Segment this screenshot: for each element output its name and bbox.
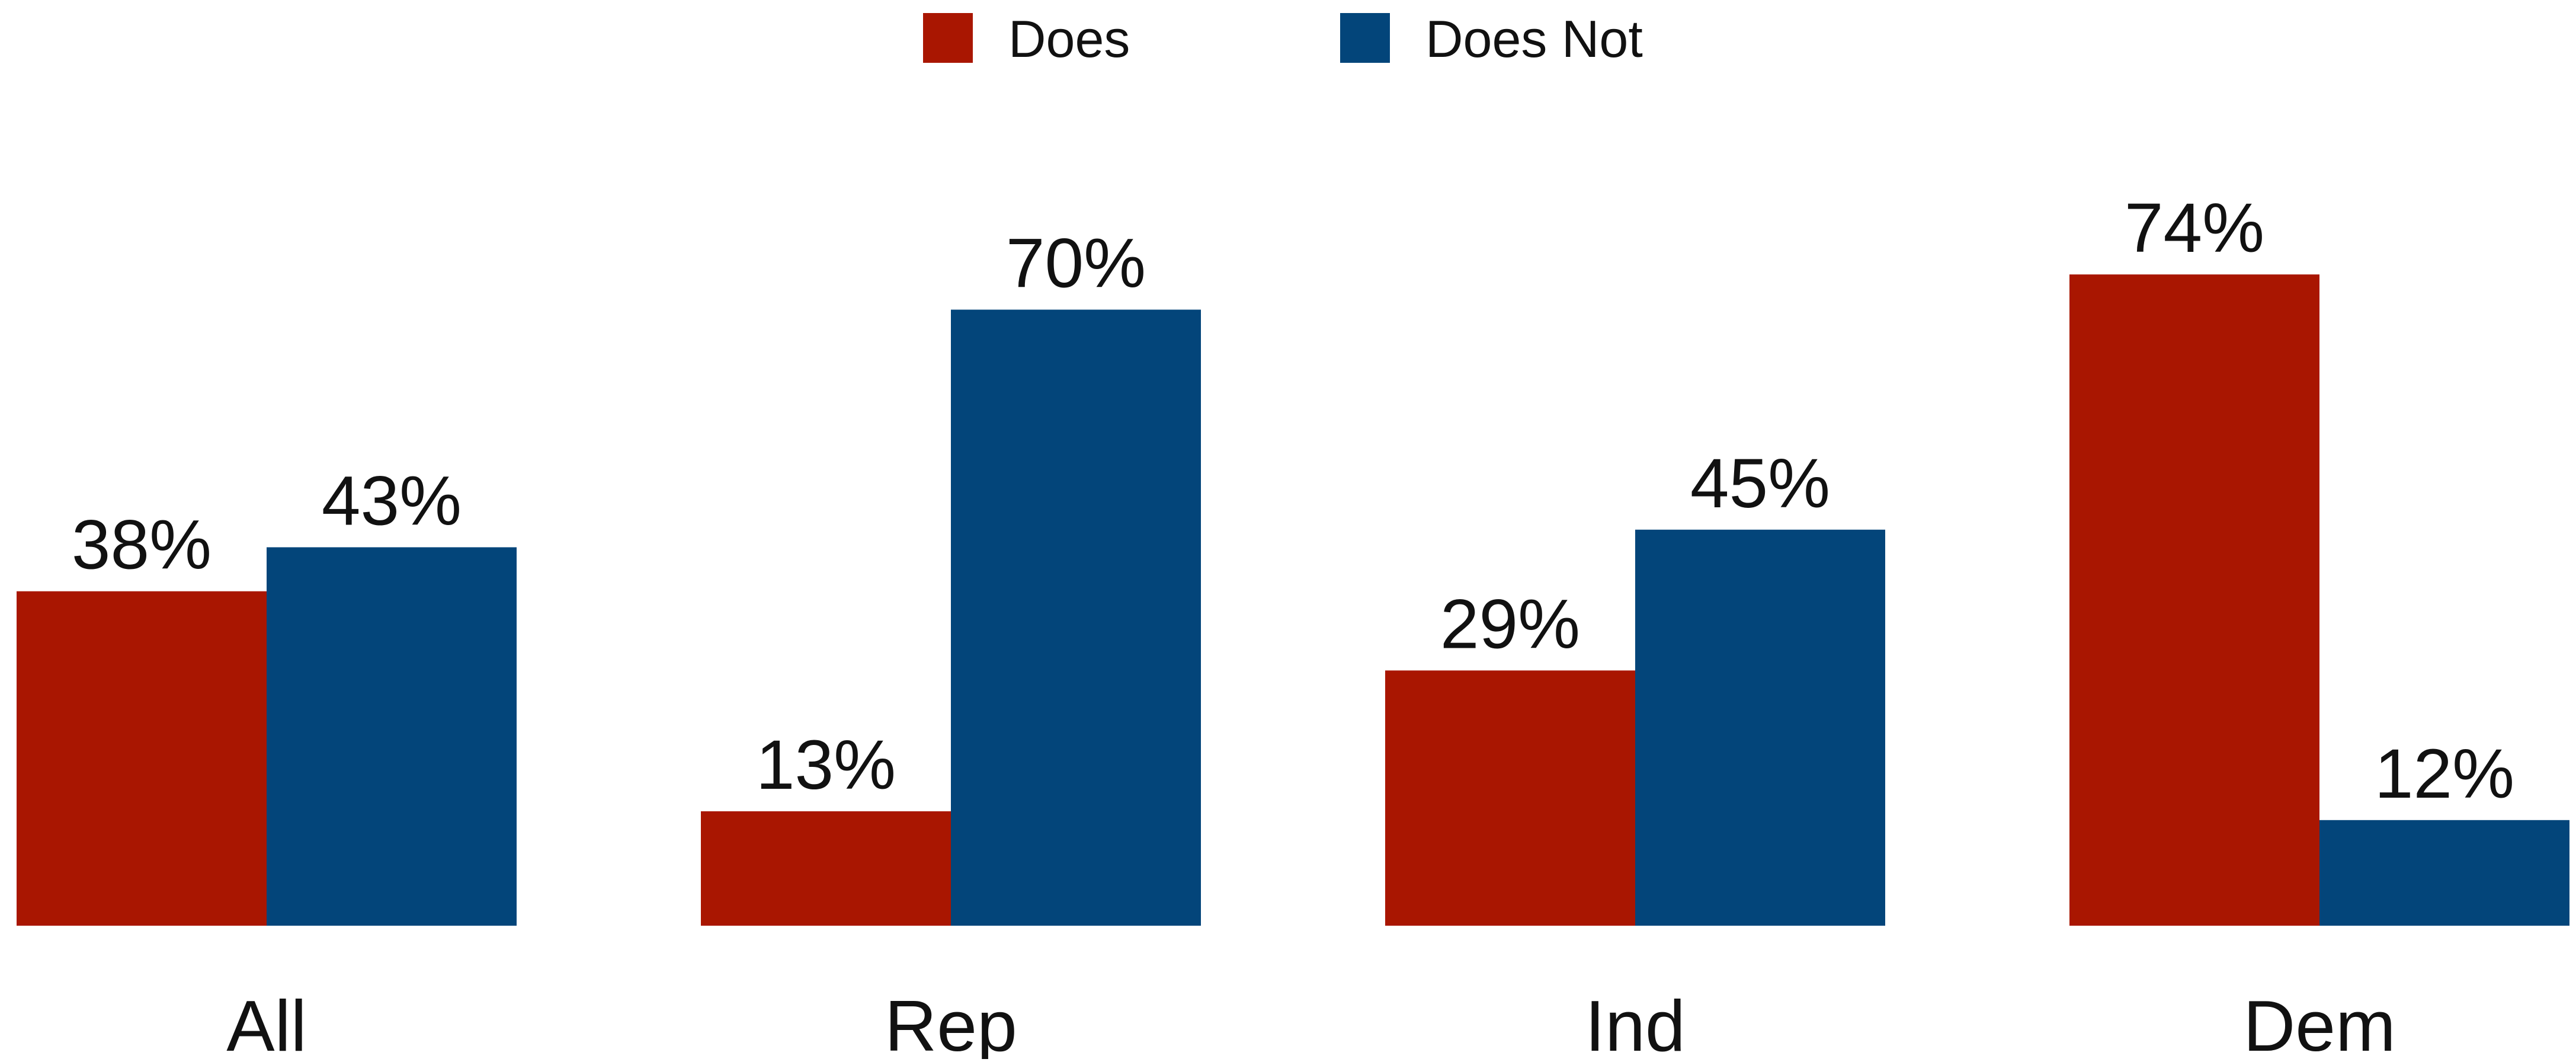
data-label-dem-does: 74%: [2125, 189, 2264, 267]
data-label-dem-does-not: 12%: [2375, 735, 2514, 813]
legend-label-does-not: Does Not: [1425, 9, 1643, 68]
bar-ind-does: [1385, 670, 1635, 926]
legend-swatch-does-not: [1340, 13, 1390, 63]
bar-rep-does: [701, 811, 951, 926]
category-label-ind: Ind: [1585, 986, 1686, 1059]
bar-rep-does-not: [951, 309, 1201, 926]
category-labels-group: All Rep Ind Dem: [226, 986, 2396, 1062]
data-label-rep-does: 13%: [756, 726, 896, 804]
data-label-all-does-not: 43%: [322, 462, 462, 540]
bar-all-does-not: [267, 547, 517, 926]
bar-dem-does: [2069, 274, 2319, 926]
category-label-dem: Dem: [2243, 986, 2396, 1059]
data-label-ind-does: 29%: [1440, 585, 1580, 663]
category-label-all: All: [226, 986, 307, 1059]
legend-swatch-does: [923, 13, 973, 63]
legend-label-does: Does: [1008, 9, 1130, 68]
bar-ind-does-not: [1635, 529, 1885, 926]
data-labels-group: 38% 43% 13% 70% 29% 45% 74% 12%: [72, 189, 2514, 813]
category-label-rep: Rep: [885, 986, 1017, 1059]
bar-dem-does-not: [2319, 820, 2569, 926]
bars-group: [17, 274, 2569, 926]
data-label-ind-does-not: 45%: [1690, 444, 1830, 523]
data-label-rep-does-not: 70%: [1006, 225, 1146, 303]
legend-item-does: Does: [923, 9, 1130, 68]
bar-all-does: [17, 591, 267, 926]
legend-item-does-not: Does Not: [1340, 9, 1643, 68]
data-label-all-does: 38%: [72, 506, 212, 584]
legend: Does Does Not: [923, 9, 1643, 68]
